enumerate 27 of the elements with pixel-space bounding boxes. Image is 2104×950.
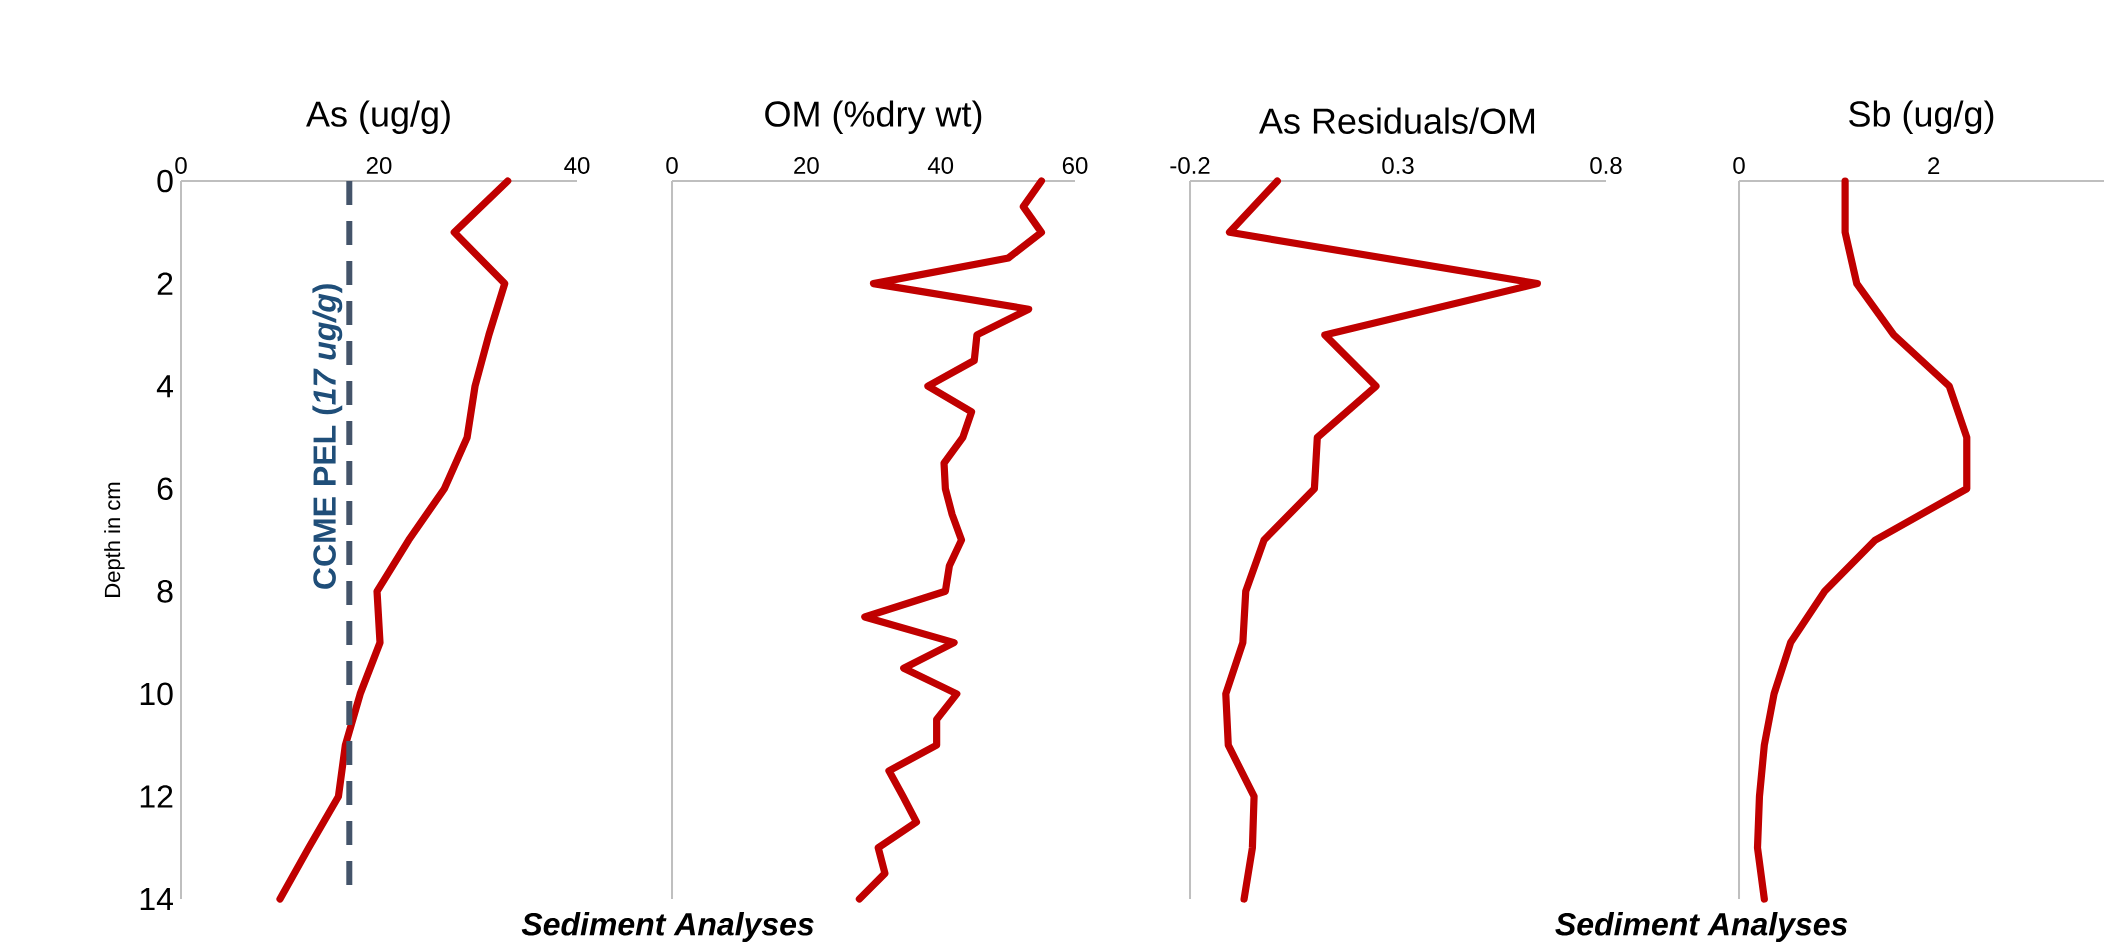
y-tick-label: 14: [140, 888, 173, 911]
x-tick-label: 20: [794, 156, 819, 174]
x-tick-label: 40: [564, 156, 590, 174]
x-tick-label: 0: [175, 156, 187, 174]
y-tick-label: 6: [157, 477, 173, 501]
x-tick-label: 40: [927, 156, 954, 174]
y-tick-label: 12: [140, 785, 173, 808]
ref-line-label: CCME PEL (17 ug/g): [312, 284, 343, 589]
y-tick-label: 8: [157, 579, 173, 603]
y-tick-label: 10: [140, 682, 173, 706]
x-tick-label: 0: [1733, 156, 1745, 174]
x-tick-label: 0.8: [1590, 156, 1622, 174]
x-tick-label: -0.2: [1170, 156, 1210, 174]
x-tick-label: 20: [366, 156, 392, 174]
text: Sediment Analyses: [521, 912, 814, 942]
y-tick-label: 4: [156, 375, 173, 398]
chart-title: OM (%dry wt): [765, 100, 982, 134]
x-tick-label: 60: [1062, 156, 1088, 174]
x-tick-label: 0: [666, 156, 678, 174]
text: Sediment Analyses: [1555, 912, 1848, 942]
chart-title: As (ug/g): [306, 100, 450, 134]
x-tick-label: 2: [1928, 157, 1940, 174]
x-tick-label: 0.3: [1382, 156, 1414, 174]
y-axis-title: Depth in cm: [104, 482, 125, 597]
chart-title: Sb (ug/g): [1849, 100, 1994, 134]
chart-title: As Residuals/OM: [1259, 107, 1535, 134]
y-tick-label: 2: [157, 272, 173, 295]
